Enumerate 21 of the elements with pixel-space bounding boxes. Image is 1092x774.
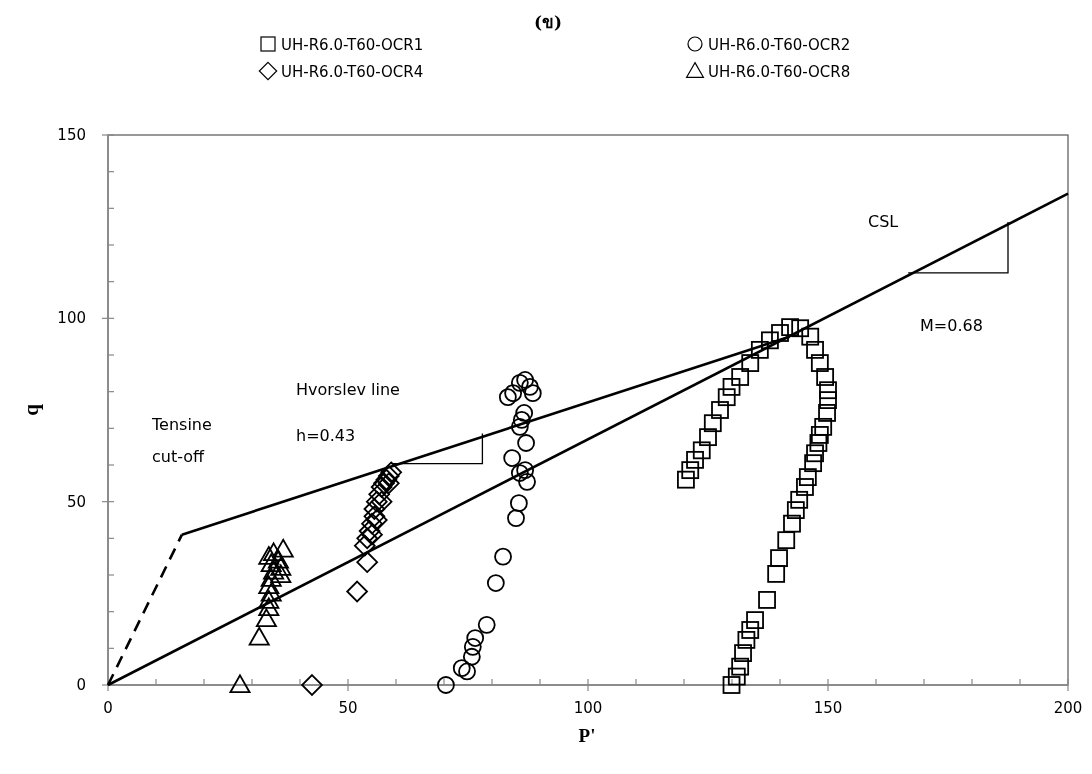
x-tick-label: 50 <box>338 699 358 717</box>
legend-label: UH-R6.0-T60-OCR1 <box>281 36 424 54</box>
y-tick-label: 150 <box>57 126 86 144</box>
x-tick-label: 0 <box>103 699 113 717</box>
x-tick-label: 200 <box>1053 699 1083 717</box>
x-axis-title: P' <box>578 725 596 746</box>
legend-label: UH-R6.0-T60-OCR2 <box>708 36 851 54</box>
legend-label: UH-R6.0-T60-OCR8 <box>708 63 851 81</box>
legend-label: UH-R6.0-T60-OCR4 <box>281 63 424 81</box>
annotation: Hvorslev line <box>296 380 400 399</box>
x-tick-label: 150 <box>813 699 843 717</box>
y-tick-label: 50 <box>66 492 86 511</box>
x-tick-label: 100 <box>573 699 603 717</box>
annotation: Tensine cut-off <box>151 415 212 466</box>
annotation: M=0.68 <box>920 316 983 335</box>
y-tick-label: 100 <box>57 309 86 328</box>
y-axis-title: q <box>19 403 43 416</box>
annotation: CSL <box>868 212 899 231</box>
annotation: h=0.43 <box>296 426 356 445</box>
y-tick-label: 0 <box>76 676 86 694</box>
chart-title: (ข) <box>533 12 563 32</box>
